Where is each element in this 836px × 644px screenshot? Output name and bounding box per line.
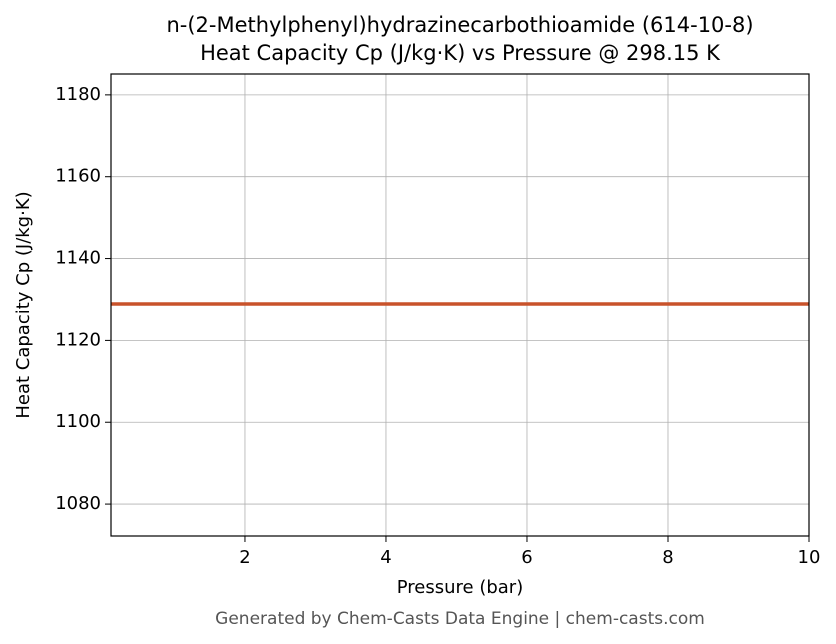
chart-subtitle: Heat Capacity Cp (J/kg·K) vs Pressure @ …	[200, 41, 721, 65]
x-axis-label: Pressure (bar)	[397, 577, 523, 598]
x-tick-label: 8	[662, 547, 673, 568]
y-tick-label: 1180	[55, 84, 101, 105]
plot-frame	[110, 73, 810, 537]
y-tick-label: 1120	[55, 329, 101, 350]
x-tick-label: 4	[380, 547, 391, 568]
chart-title: n-(2-Methylphenyl)hydrazinecarbothioamid…	[166, 13, 753, 37]
x-tick-label: 2	[239, 547, 250, 568]
y-axis-label: Heat Capacity Cp (J/kg·K)	[13, 191, 34, 418]
y-tick-label: 1080	[55, 493, 101, 514]
footer: Generated by Chem-Casts Data Engine | ch…	[215, 609, 705, 629]
x-tick-label: 10	[798, 547, 821, 568]
y-tick-label: 1160	[55, 166, 101, 187]
y-tick-label: 1140	[55, 248, 101, 269]
x-tick-label: 6	[521, 547, 532, 568]
y-tick-label: 1100	[55, 411, 101, 432]
